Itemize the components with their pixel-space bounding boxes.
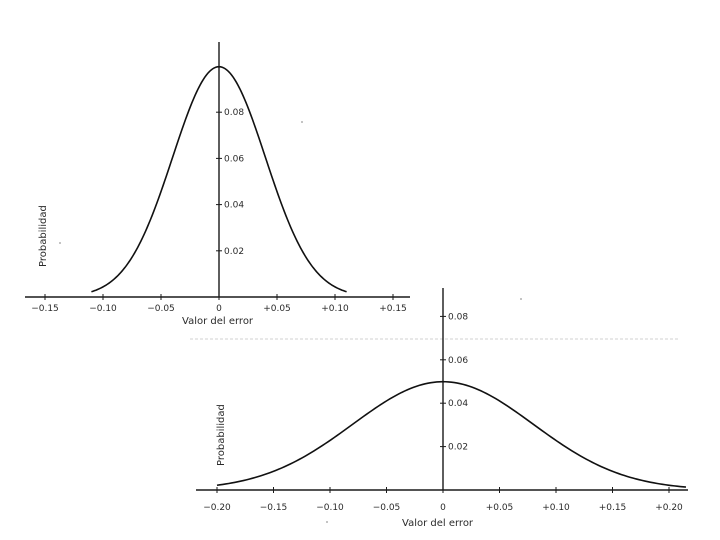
y-tick-label: 0.04 — [448, 399, 468, 409]
x-tick-label: −0.15 — [31, 304, 59, 314]
x-tick-label: +0.20 — [655, 503, 683, 513]
scan-speck — [326, 521, 328, 523]
x-tick-label: −0.10 — [316, 503, 344, 513]
x-tick-label: −0.15 — [260, 503, 288, 513]
x-tick-label: +0.10 — [321, 304, 349, 314]
y-axis-label: Probabilidad — [38, 205, 49, 267]
x-tick-group: −0.20 −0.15 −0.10 −0.05 0 +0.05 +0.10 +0.15 +0.2… — [203, 487, 683, 513]
x-axis-label: Valor del error — [182, 316, 254, 327]
series-line — [91, 65, 347, 293]
series-line — [216, 380, 687, 488]
y-tick-label: 0.08 — [448, 312, 468, 322]
y-tick-label: 0.06 — [224, 154, 244, 164]
y-tick-group: 0.02 0.04 0.06 0.08 — [440, 312, 468, 453]
x-tick-label: −0.05 — [373, 503, 401, 513]
scan-speck — [520, 298, 522, 300]
x-tick-label: 0 — [440, 503, 446, 513]
y-tick-group: 0.02 0.04 0.06 0.08 — [216, 108, 244, 257]
x-tick-label: +0.05 — [263, 304, 291, 314]
y-tick-label: 0.02 — [448, 443, 468, 453]
y-tick-label: 0.08 — [224, 108, 244, 118]
x-tick-label: −0.10 — [89, 304, 117, 314]
y-tick-label: 0.04 — [224, 201, 244, 211]
y-axis-label: Probabilidad — [216, 404, 227, 466]
x-tick-label: +0.10 — [542, 503, 570, 513]
y-tick-label: 0.06 — [448, 356, 468, 366]
y-tick-label: 0.02 — [224, 247, 244, 257]
x-tick-label: +0.05 — [486, 503, 514, 513]
x-tick-label: −0.05 — [147, 304, 175, 314]
x-tick-group: −0.15 −0.10 −0.05 0 +0.05 +0.10 +0.15 — [31, 294, 407, 314]
chart-wide-distribution: −0.20 −0.15 −0.10 −0.05 0 +0.05 +0.10 +0.15 +0.2… — [196, 288, 688, 529]
x-tick-label: +0.15 — [379, 304, 407, 314]
x-tick-label: 0 — [216, 304, 222, 314]
x-axis-label: Valor del error — [402, 518, 474, 529]
scan-speck — [59, 242, 61, 244]
x-tick-label: −0.20 — [203, 503, 231, 513]
chart-narrow-distribution: −0.15 −0.10 −0.05 0 +0.05 +0.10 +0.15 0.02 0.04… — [25, 42, 410, 327]
x-tick-label: +0.15 — [599, 503, 627, 513]
scan-speck — [301, 121, 303, 123]
